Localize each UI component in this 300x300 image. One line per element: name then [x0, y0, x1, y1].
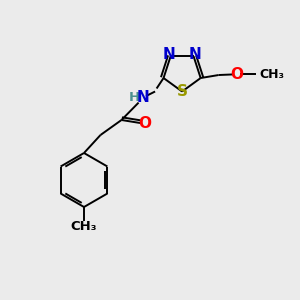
- Text: CH₃: CH₃: [71, 220, 97, 233]
- Text: S: S: [177, 84, 188, 99]
- Text: N: N: [163, 47, 175, 62]
- Text: O: O: [230, 67, 243, 82]
- Text: N: N: [137, 90, 149, 105]
- Text: N: N: [189, 47, 201, 62]
- Text: O: O: [138, 116, 152, 130]
- Text: H: H: [129, 91, 140, 104]
- Text: CH₃: CH₃: [259, 68, 284, 81]
